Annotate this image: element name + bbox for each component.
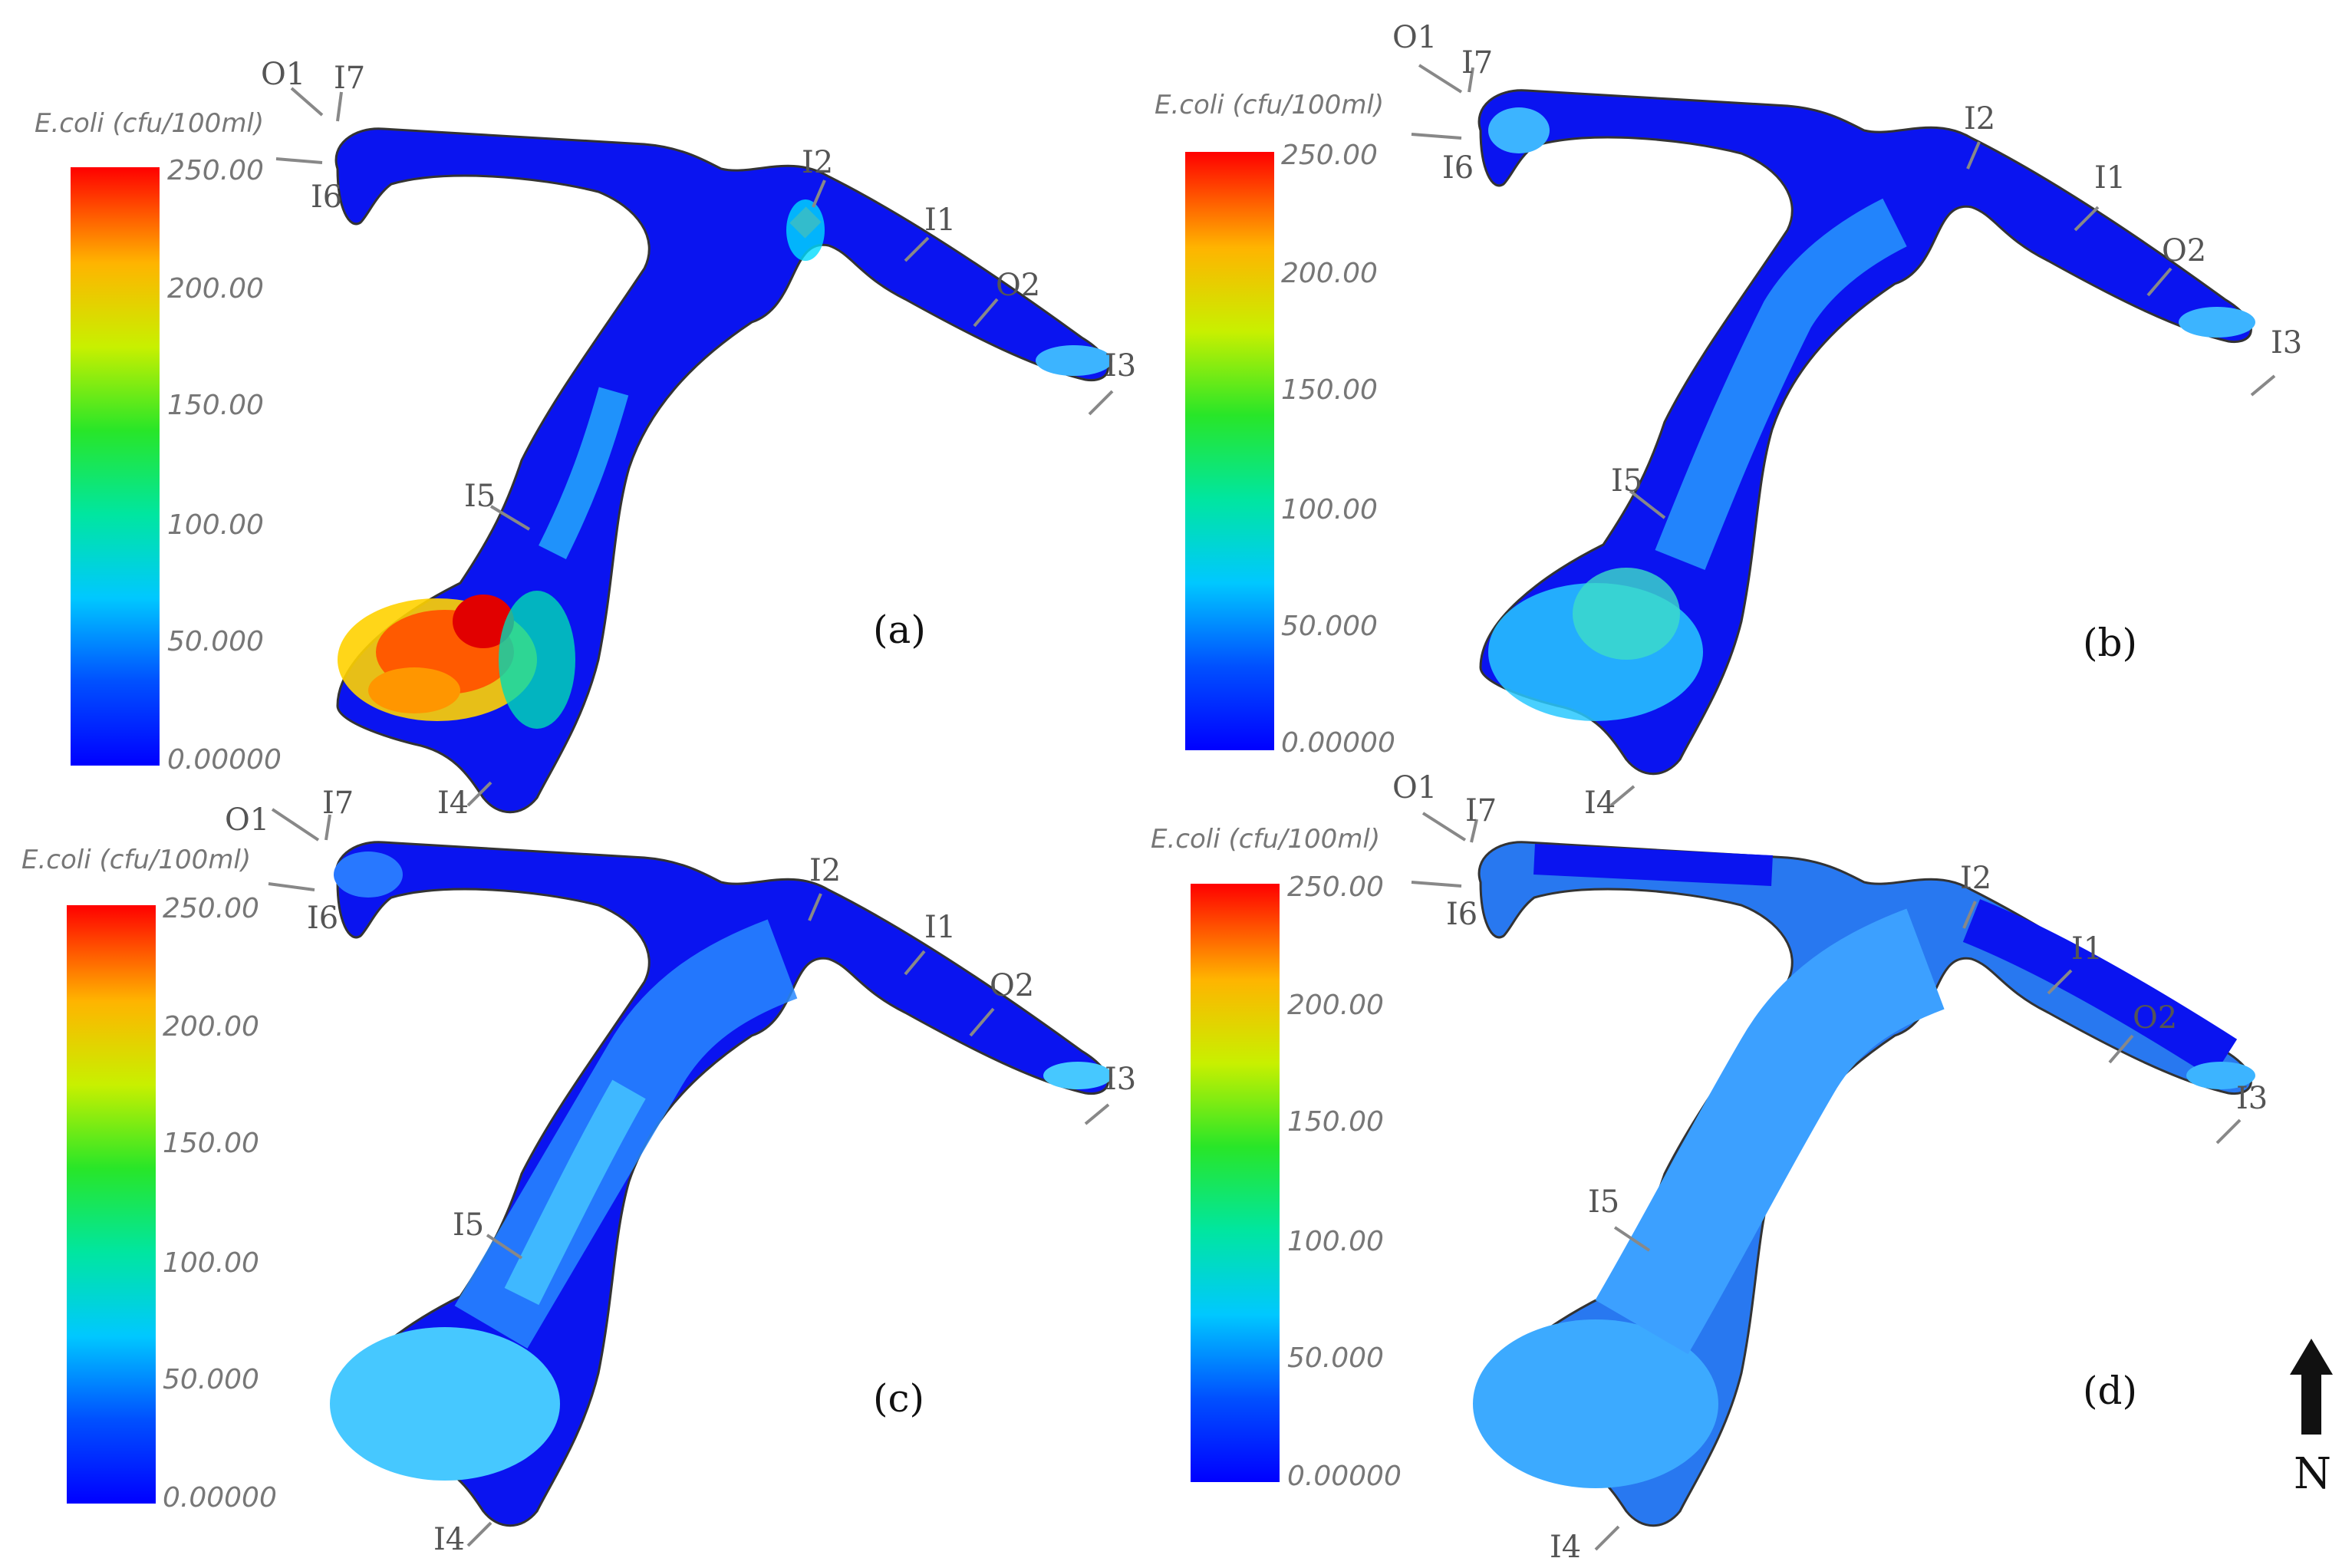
panel-c: E.coli (cfu/100ml) 250.00 200.00 150.00 … xyxy=(21,841,1112,1527)
label-o2: O2 xyxy=(990,968,1034,1003)
tick-150: 150.00 xyxy=(167,390,264,421)
label-o1: O1 xyxy=(1392,770,1437,805)
colorbar-b: E.coli (cfu/100ml) 250.00 200.00 150.00 … xyxy=(1155,90,1395,759)
panel-a: E.coli (cfu/100ml) 250.00 200.00 150.00 … xyxy=(35,108,1112,814)
colorbar-c: E.coli (cfu/100ml) 250.00 200.00 150.00 … xyxy=(21,845,277,1514)
label-i2: I2 xyxy=(1960,861,1991,896)
label-i7: I7 xyxy=(1461,45,1493,81)
label-i4: I4 xyxy=(433,1522,465,1557)
label-i6: I6 xyxy=(307,901,338,936)
tick-250: 250.00 xyxy=(163,893,259,924)
label-i2: I2 xyxy=(802,145,833,180)
lake-map-d xyxy=(1473,841,2255,1527)
tick-0: 0.00000 xyxy=(167,744,282,776)
colorbar-d: E.coli (cfu/100ml) 250.00 200.00 150.00 … xyxy=(1151,824,1402,1492)
tick-150: 150.00 xyxy=(163,1128,259,1159)
point-text-a: O1 I7 I6 I2 I1 O2 I3 I5 I4 xyxy=(261,57,1136,821)
label-i4: I4 xyxy=(437,786,469,821)
point-labels-a xyxy=(275,87,1114,807)
panel-d: E.coli (cfu/100ml) 250.00 200.00 150.00 … xyxy=(1151,824,2255,1527)
lake-map-b xyxy=(1477,89,2255,776)
label-i1: I1 xyxy=(2071,931,2103,967)
label-i2: I2 xyxy=(1964,101,1995,137)
label-i6: I6 xyxy=(1446,897,1477,932)
tick-250: 250.00 xyxy=(167,155,264,186)
point-labels-c xyxy=(268,808,1110,1547)
label-i5: I5 xyxy=(464,479,496,514)
tick-50: 50.000 xyxy=(1281,611,1378,642)
north-arrow-icon xyxy=(2290,1339,2333,1435)
panel-label-a: (a) xyxy=(873,608,926,652)
panel-b: E.coli (cfu/100ml) 250.00 200.00 150.00 … xyxy=(1155,89,2255,776)
label-i5: I5 xyxy=(1588,1184,1619,1220)
colorbar-title: E.coli (cfu/100ml) xyxy=(1151,824,1380,855)
colorbar-title: E.coli (cfu/100ml) xyxy=(1155,90,1384,120)
label-i3: I3 xyxy=(2236,1081,2268,1116)
tick-200: 200.00 xyxy=(163,1011,259,1043)
colorbar-title: E.coli (cfu/100ml) xyxy=(35,108,264,139)
tick-250: 250.00 xyxy=(1281,140,1378,171)
label-o2: O2 xyxy=(996,268,1040,303)
tick-0: 0.00000 xyxy=(1287,1461,1402,1492)
label-i7: I7 xyxy=(334,61,365,96)
colorbar-scale xyxy=(1185,152,1274,750)
label-i3: I3 xyxy=(2271,325,2302,361)
tick-100: 100.00 xyxy=(1287,1226,1384,1257)
point-text-c: O1 I7 I6 I2 I1 O2 I3 I5 I4 xyxy=(225,786,1136,1557)
label-o1: O1 xyxy=(1392,20,1437,55)
point-labels-b xyxy=(1411,64,2276,807)
tick-150: 150.00 xyxy=(1281,374,1378,406)
label-i5: I5 xyxy=(1611,463,1642,499)
tick-200: 200.00 xyxy=(167,273,264,305)
label-i5: I5 xyxy=(453,1207,484,1243)
tick-250: 250.00 xyxy=(1287,871,1384,903)
tick-150: 150.00 xyxy=(1287,1106,1384,1138)
label-i6: I6 xyxy=(311,180,342,215)
tick-100: 100.00 xyxy=(1281,494,1378,525)
label-i4: I4 xyxy=(1550,1530,1581,1565)
label-o2: O2 xyxy=(2133,1000,2177,1036)
label-i1: I1 xyxy=(924,910,956,945)
label-o1: O1 xyxy=(225,802,269,838)
label-i4: I4 xyxy=(1584,786,1616,821)
label-i1: I1 xyxy=(2094,160,2126,196)
label-i2: I2 xyxy=(809,853,841,888)
label-i3: I3 xyxy=(1105,1062,1136,1097)
colorbar-scale xyxy=(67,905,156,1504)
label-i7: I7 xyxy=(1465,793,1497,828)
north-label: N xyxy=(2294,1449,2331,1499)
tick-100: 100.00 xyxy=(163,1247,259,1279)
panel-label-d: (d) xyxy=(2083,1369,2137,1413)
tick-0: 0.00000 xyxy=(163,1482,277,1514)
tick-50: 50.000 xyxy=(163,1364,259,1395)
north-arrow: N xyxy=(2290,1339,2333,1499)
label-o1: O1 xyxy=(261,57,305,92)
tick-0: 0.00000 xyxy=(1281,727,1395,759)
tick-50: 50.000 xyxy=(1287,1342,1384,1374)
label-i3: I3 xyxy=(1105,348,1136,384)
point-text-d: O1 I7 I6 I2 I1 O2 I3 I5 I4 xyxy=(1392,770,2268,1565)
tick-200: 200.00 xyxy=(1281,258,1378,289)
point-labels-d xyxy=(1411,812,2242,1551)
point-text-b: O1 I7 I6 I2 I1 O2 I3 I5 I4 xyxy=(1392,20,2302,821)
colorbar-scale xyxy=(71,167,160,766)
label-o2: O2 xyxy=(2162,233,2206,268)
tick-100: 100.00 xyxy=(167,509,264,541)
tick-200: 200.00 xyxy=(1287,990,1384,1021)
panel-label-b: (b) xyxy=(2083,621,2137,665)
tick-50: 50.000 xyxy=(167,626,264,657)
lake-map-c xyxy=(330,841,1112,1527)
label-i6: I6 xyxy=(1442,150,1474,186)
colorbar-scale xyxy=(1191,884,1280,1482)
label-i1: I1 xyxy=(924,203,956,238)
colorbar-title: E.coli (cfu/100ml) xyxy=(21,845,251,875)
colorbar-a: E.coli (cfu/100ml) 250.00 200.00 150.00 … xyxy=(35,108,282,776)
panel-label-c: (c) xyxy=(873,1376,924,1421)
lake-map-a xyxy=(334,127,1112,814)
label-i7: I7 xyxy=(322,786,354,821)
